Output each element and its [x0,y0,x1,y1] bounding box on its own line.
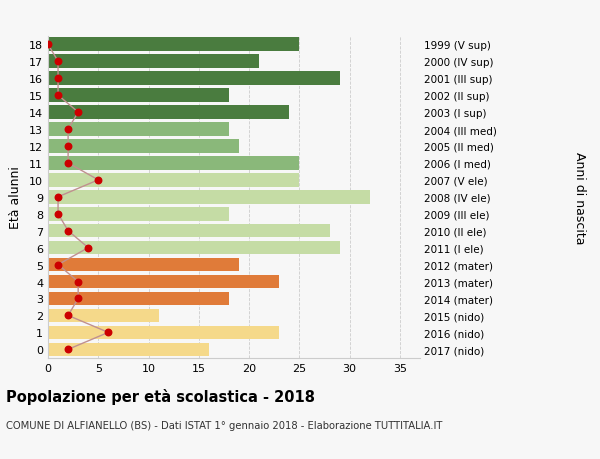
Text: COMUNE DI ALFIANELLO (BS) - Dati ISTAT 1° gennaio 2018 - Elaborazione TUTTITALIA: COMUNE DI ALFIANELLO (BS) - Dati ISTAT 1… [6,420,442,430]
Bar [48,326,279,339]
Bar [48,39,299,52]
Point [53,194,63,201]
Point [53,211,63,218]
Bar [48,190,370,204]
Point [64,228,73,235]
Point [53,75,63,83]
Point [73,278,83,285]
Y-axis label: Anni di nascita: Anni di nascita [574,151,586,244]
Point [83,245,93,252]
Point [104,329,113,336]
Bar [48,140,239,153]
Bar [48,157,299,170]
Point [64,346,73,353]
Point [64,126,73,134]
Point [64,312,73,319]
Bar [48,309,158,323]
Bar [48,123,229,136]
Point [53,261,63,269]
Point [94,177,103,184]
Point [53,92,63,100]
Bar [48,224,329,238]
Bar [48,343,209,356]
Point [64,160,73,167]
Bar [48,207,229,221]
Bar [48,72,340,86]
Text: Popolazione per età scolastica - 2018: Popolazione per età scolastica - 2018 [6,388,315,404]
Bar [48,292,229,306]
Point [64,143,73,150]
Point [43,41,53,49]
Y-axis label: Età alunni: Età alunni [9,166,22,229]
Point [73,109,83,117]
Bar [48,174,299,187]
Bar [48,106,289,120]
Bar [48,89,229,103]
Bar [48,56,259,69]
Point [53,58,63,66]
Point [73,295,83,302]
Bar [48,258,239,272]
Bar [48,275,279,289]
Bar [48,241,340,255]
